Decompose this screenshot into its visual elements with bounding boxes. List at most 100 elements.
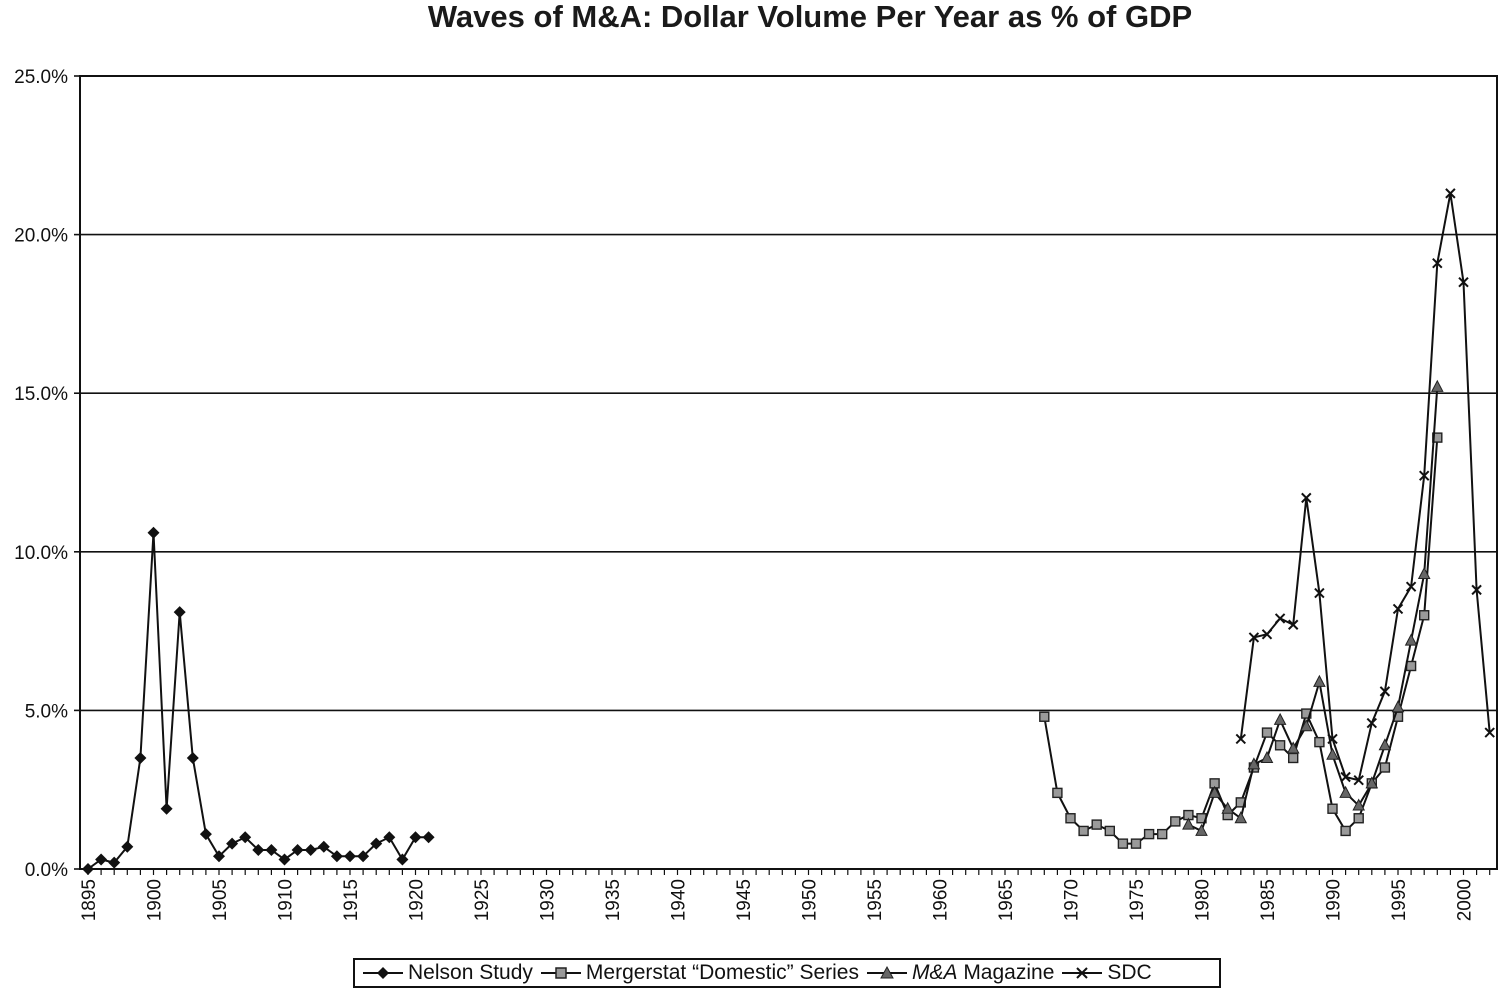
data-point [1039, 711, 1050, 722]
data-point [1274, 613, 1286, 624]
x-stroke [1392, 603, 1404, 615]
x-tick-label: 1910 [276, 879, 297, 921]
data-point [1247, 757, 1261, 770]
chart-title: Waves of M&A: Dollar Volume Per Year as … [427, 0, 1193, 34]
y-axis: 0.0% 5.0% 10.0% 15.0% 20.0% 25.0% [14, 67, 80, 881]
data-point [1430, 379, 1444, 392]
series-sdc [1235, 188, 1495, 786]
x-tick-label: 1930 [538, 879, 559, 921]
data-point [1182, 817, 1195, 830]
series-m-a-magazine [1182, 379, 1444, 836]
data-point [1104, 825, 1116, 837]
x-stroke [1274, 613, 1286, 624]
data-point [1392, 711, 1404, 722]
data-point [1391, 700, 1405, 713]
x-tick-label: 2000 [1455, 879, 1476, 921]
data-point [278, 853, 291, 866]
data-point [1273, 712, 1287, 725]
x-tick-label: 1920 [407, 879, 428, 921]
data-point [1156, 828, 1168, 840]
data-point [1260, 750, 1274, 763]
x-stroke [1405, 581, 1417, 592]
series-line [1043, 437, 1439, 845]
y-tick-label: 10.0% [14, 543, 68, 564]
x-tick-label: 1960 [931, 879, 952, 921]
data-point [1326, 747, 1339, 760]
data-point [1170, 816, 1181, 827]
data-point [1405, 581, 1417, 592]
data-point [1221, 801, 1235, 814]
y-tick-label: 25.0% [14, 67, 68, 88]
x-stroke [1418, 470, 1430, 481]
data-point [1432, 257, 1443, 269]
data-point [1340, 771, 1351, 783]
data-point [1405, 660, 1417, 672]
data-point [291, 843, 304, 856]
data-point [370, 837, 383, 850]
x-tick-label: 1995 [1389, 879, 1410, 921]
x-stroke [1287, 619, 1299, 630]
data-point [121, 840, 134, 853]
x-tick-label: 1925 [472, 879, 493, 921]
data-point [1327, 733, 1338, 745]
data-point [1340, 825, 1351, 837]
x-axis: 1895 1900 1905 1910 1915 1920 1925 1930 1935 1940… [79, 869, 1491, 921]
x-stroke [1261, 629, 1273, 640]
data-point [1235, 733, 1247, 745]
x-stroke [1458, 276, 1469, 288]
data-point [1404, 633, 1418, 646]
data-point [1417, 566, 1431, 580]
x-tick-label: 1905 [210, 879, 231, 921]
legend-item-ma-magazine: M&A Magazine [865, 961, 1054, 985]
data-point [1379, 686, 1391, 697]
data-point [226, 837, 239, 850]
legend-label: Nelson Study [408, 961, 533, 984]
y-tick-label: 5.0% [25, 701, 68, 722]
data-point [213, 850, 225, 863]
data-point [1392, 603, 1404, 615]
x-stroke [1484, 727, 1495, 738]
data-point [1418, 470, 1430, 481]
data-point [1078, 825, 1089, 837]
x-tick-label: 1945 [734, 879, 755, 921]
data-point [344, 850, 356, 863]
x-stroke [1445, 188, 1456, 199]
x-tick-label: 1970 [1062, 879, 1083, 921]
y-tick-label: 0.0% [25, 860, 68, 881]
data-point [1353, 813, 1364, 824]
x-stroke [1366, 717, 1378, 729]
square-marker-icon [540, 967, 581, 979]
data-point [1327, 803, 1338, 814]
data-point [1261, 629, 1273, 640]
data-point [317, 840, 330, 853]
data-point [1287, 752, 1299, 764]
data-point [1052, 787, 1063, 799]
data-point [1195, 823, 1208, 836]
x-tick-label: 1900 [145, 879, 166, 921]
x-stroke [1327, 733, 1338, 745]
data-point [1130, 838, 1142, 849]
x-stroke [1248, 632, 1260, 643]
data-point [1352, 798, 1366, 811]
x-stroke [1471, 584, 1482, 596]
x-tick-label: 1985 [1258, 879, 1279, 921]
data-point [1286, 741, 1300, 754]
data-point [1234, 811, 1248, 824]
x-stroke [1353, 774, 1364, 786]
data-point [173, 606, 186, 619]
plot-area [79, 75, 1498, 870]
triangle-marker-icon [866, 965, 907, 979]
data-point [1208, 785, 1221, 798]
series-line [1239, 193, 1491, 782]
chart-legend: Nelson Study Mergerstat “Domestic” Serie… [353, 958, 1221, 988]
data-point [1445, 188, 1456, 199]
series-line [1187, 386, 1439, 833]
data-point [1299, 719, 1313, 732]
x-tick-label: 1940 [669, 879, 690, 921]
data-point [1365, 776, 1379, 789]
data-point [1314, 587, 1325, 599]
data-point [1143, 828, 1155, 840]
data-point [1484, 727, 1495, 738]
x-tick-label: 1955 [865, 879, 886, 921]
